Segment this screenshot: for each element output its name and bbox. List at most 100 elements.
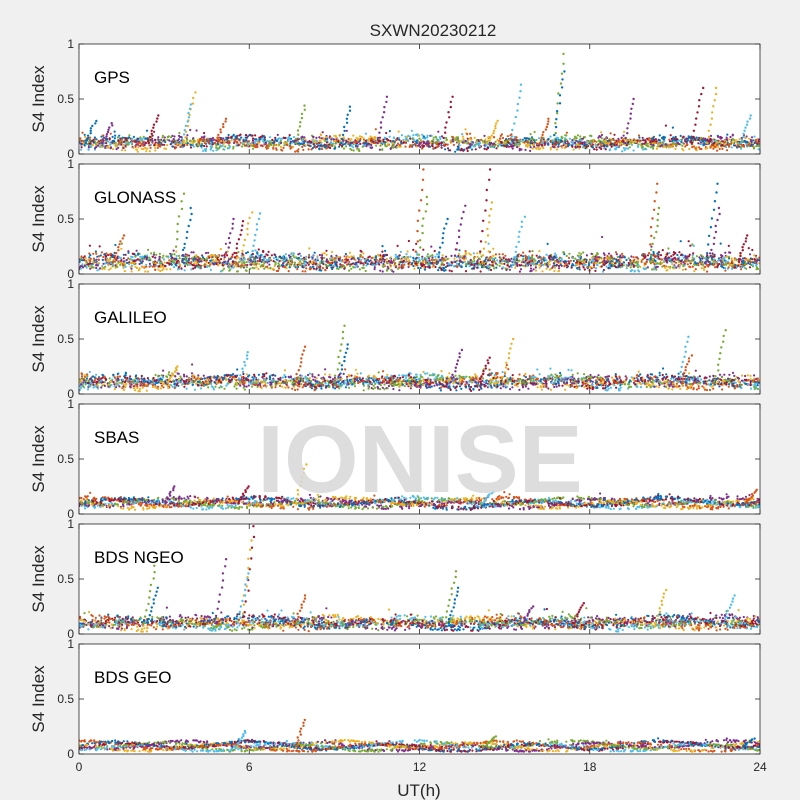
data-point [212,262,215,265]
data-point [452,265,456,268]
data-point [508,139,511,142]
data-point [400,141,403,144]
data-point [292,254,295,257]
spike-point [440,141,443,145]
data-point [157,136,160,139]
data-point [366,258,369,261]
spike-point [630,107,633,111]
data-point [422,137,425,140]
data-point [421,147,424,150]
data-point [201,138,204,141]
data-point [126,137,130,140]
data-point [429,255,432,258]
data-point [132,135,135,138]
data-point [360,250,363,253]
data-point [679,240,682,243]
data-point [419,266,422,270]
data-point [100,135,103,138]
data-point [205,265,209,269]
data-point [403,263,406,266]
data-point [137,252,140,255]
data-point [114,141,117,144]
data-point [215,258,218,261]
data-point [252,147,255,150]
spike-point [627,122,630,125]
data-point [266,254,269,257]
data-point [634,261,637,264]
data-point [668,256,671,259]
data-point [418,143,421,146]
data-point [310,267,313,270]
data-point [449,140,452,143]
data-point [450,254,453,257]
data-point [627,257,630,260]
data-point [682,263,685,267]
data-point [80,148,83,151]
data-point [745,142,748,145]
data-point [325,147,328,150]
data-point [405,253,408,256]
data-point [279,145,283,148]
data-point [397,257,400,260]
data-point [192,140,195,143]
data-point [142,135,145,138]
data-point [515,257,519,260]
data-point [575,137,578,140]
data-point [470,263,474,266]
data-point [387,260,390,263]
data-point [274,138,277,141]
data-point [359,142,362,145]
data-point [239,258,242,261]
data-point [505,268,508,272]
data-point [150,252,153,255]
data-point [391,145,394,148]
data-point [683,137,686,140]
data-point [544,143,547,146]
data-point [434,255,437,258]
data-point [231,253,234,256]
data-point [723,144,726,148]
data-point [636,139,639,142]
data-point [718,140,721,144]
data-point [620,262,624,265]
data-point [325,258,328,261]
spike-point [489,136,492,140]
spike-point [222,123,225,126]
data-point [590,134,593,137]
data-point [724,269,727,272]
data-point [139,144,142,148]
data-point [496,259,499,262]
data-point [183,246,186,249]
data-point [334,135,337,138]
data-point [712,145,715,149]
data-point [144,270,147,273]
data-point [383,264,387,267]
data-point [478,145,481,148]
data-point [154,138,157,142]
data-point [399,250,402,253]
data-point [163,136,166,139]
data-point [727,257,731,260]
data-point [138,139,141,142]
data-point [201,254,204,257]
data-point [666,252,669,255]
data-point [687,135,690,138]
data-point [755,145,758,148]
spike-point [343,129,346,133]
data-point [658,134,661,137]
data-point [621,252,624,255]
spike-point [553,133,556,137]
data-point [445,138,449,141]
data-point [397,130,400,133]
data-point [412,134,415,137]
data-point [233,138,236,142]
spike-point [560,86,564,89]
spike-point [558,102,562,105]
data-point [664,124,668,127]
data-point [755,264,758,267]
data-point [597,143,600,146]
data-point [303,141,306,144]
data-point [587,261,591,264]
data-point [509,264,512,267]
